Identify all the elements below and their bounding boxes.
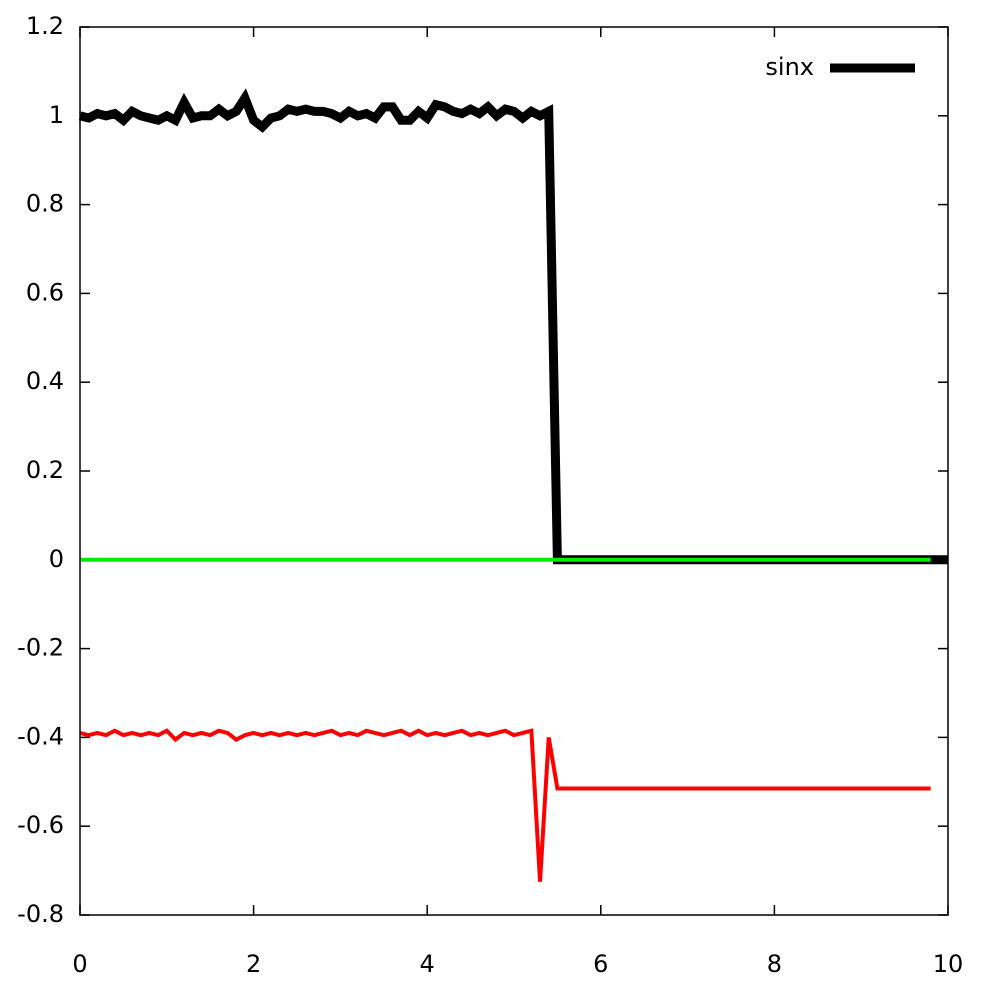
legend-label: sinx [765, 53, 814, 81]
y-tick-label: 1 [49, 101, 64, 129]
y-tick-label: -0.6 [17, 811, 64, 839]
y-tick-label: 0.6 [26, 278, 64, 306]
line-series [79, 728, 931, 882]
x-tick-label: 4 [420, 950, 435, 978]
plot-frame [79, 26, 949, 916]
x-tick-label: 0 [72, 950, 87, 978]
line-series [78, 88, 948, 565]
y-tick-label: 0.2 [26, 456, 64, 484]
y-tick-label: -0.8 [17, 900, 64, 928]
y-tick-label: -0.4 [17, 722, 64, 750]
y-tick-label: 1.2 [26, 12, 64, 40]
x-tick-label: 8 [767, 950, 782, 978]
y-tick-label: -0.2 [17, 634, 64, 662]
y-tick-label: 0.4 [26, 367, 64, 395]
y-tick-label: 0 [49, 545, 64, 573]
x-tick-label: 6 [593, 950, 608, 978]
x-tick-label: 2 [246, 950, 261, 978]
y-tick-label: 0.8 [26, 190, 64, 218]
x-tick-label: 10 [933, 950, 964, 978]
